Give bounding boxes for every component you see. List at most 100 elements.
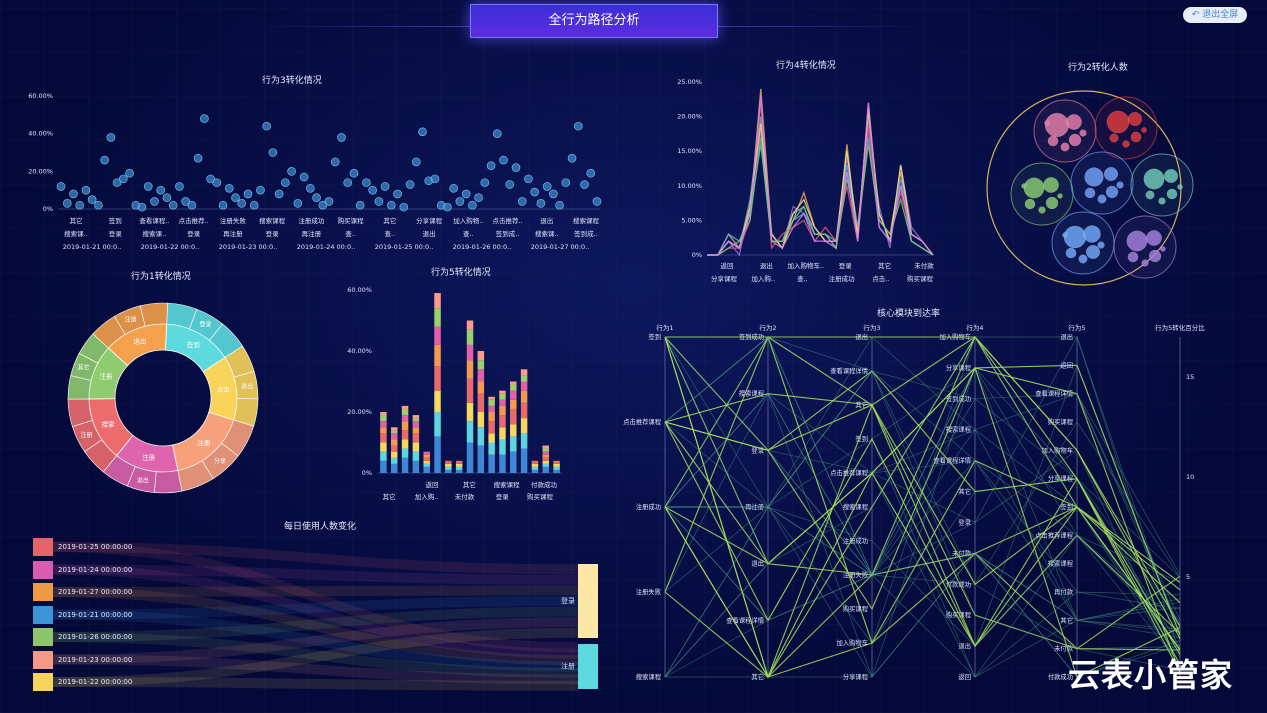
exit-fullscreen-button[interactable]: ↶ 退出全屏 <box>1183 7 1247 23</box>
behavior2-bubble <box>1146 230 1162 246</box>
core-category-label: 查看课程详情 <box>1035 389 1073 398</box>
behavior5-bar-segment <box>380 415 387 422</box>
behavior4-series-line <box>707 95 934 256</box>
daily-legend-label: 2019-01-27 00:00:00 <box>58 588 133 596</box>
behavior3-point <box>530 187 539 197</box>
behavior5-xlabel: 登录 <box>496 492 510 501</box>
behavior2-bubble <box>1127 251 1139 263</box>
behavior3-point <box>343 178 352 187</box>
behavior3-point <box>243 189 253 199</box>
core-path-line <box>664 336 1181 678</box>
daily-flow <box>53 585 578 597</box>
core-path-line <box>665 370 1181 621</box>
daily-legend-swatch <box>33 560 53 579</box>
behavior3-point <box>374 197 384 206</box>
behavior5-bar-segment <box>412 418 420 422</box>
behavior3-point <box>586 168 596 178</box>
behavior1-outer-label: 注册 <box>125 315 137 323</box>
core-path-line <box>665 472 1181 678</box>
behavior2-bubble <box>1127 111 1143 127</box>
behavior5-bar-segment <box>553 469 560 473</box>
behavior3-point <box>580 180 589 189</box>
core-path-line <box>664 336 1181 650</box>
behavior4-xlabel: 未付款 <box>914 261 934 270</box>
behavior5-ytick: 60.00% <box>347 286 372 294</box>
behavior3-xlabel: 查.. <box>345 229 356 238</box>
behavior3-point <box>380 182 390 191</box>
behavior3-xlabel: 分享课程 <box>416 216 443 225</box>
behavior3-ytick: 60.00% <box>28 92 53 100</box>
behavior4-xlabel: 查.. <box>797 274 808 283</box>
behavior5-bar-segment <box>466 402 474 422</box>
behavior5-bar-segment <box>401 415 409 422</box>
behavior4-ytick: 15.00% <box>677 147 702 155</box>
core-category-label: 注册失败 <box>636 587 662 596</box>
behavior1-inner-label: 注册 <box>142 452 156 461</box>
behavior5-xlabel: 其它 <box>463 480 476 489</box>
core-path-line <box>664 336 1181 665</box>
behavior3-point <box>175 182 184 191</box>
behavior3-point <box>455 197 465 206</box>
daily-legend-swatch <box>33 538 53 556</box>
core-category-label: 搜索课程 <box>739 389 765 398</box>
behavior3-date-label: 2019-01-21 00:0.. <box>63 243 122 251</box>
behavior3-point <box>193 153 203 163</box>
core-category-label: 点击推荐课程 <box>1035 530 1073 539</box>
behavior2-bubble <box>1177 184 1183 190</box>
behavior1-inner-label: 签到 <box>187 340 200 349</box>
behavior1-inner-label: 搜索 <box>102 420 116 429</box>
behavior5-bar-segment <box>434 436 441 473</box>
behavior5-bar-segment <box>390 463 398 473</box>
behavior5-bar-segment <box>423 457 430 461</box>
behavior5-bar-segment <box>477 412 485 428</box>
daily-flow <box>53 617 578 665</box>
behavior5-bar-segment <box>380 460 387 473</box>
daily-flow <box>53 627 578 687</box>
behavior3-ytick: 40.00% <box>28 130 53 138</box>
behavior3-ytick: 0% <box>43 205 53 213</box>
daily-legend-swatch <box>33 673 53 691</box>
behavior2-bubble <box>1084 187 1096 199</box>
behavior2-bubble <box>1021 183 1027 189</box>
core-axis-name: 行为2 <box>759 323 776 332</box>
behavior5-bar-segment <box>488 433 495 443</box>
behavior4-title: 行为4转化情况 <box>776 61 836 71</box>
behavior3-point <box>137 202 147 212</box>
behavior2-bubble <box>1063 225 1087 249</box>
behavior5-bar-segment <box>531 466 539 470</box>
behavior2-bubble <box>1130 131 1142 143</box>
behavior5-bar-segment <box>542 466 550 473</box>
behavior3-point <box>162 193 172 202</box>
core-path-line <box>664 367 1181 625</box>
behavior3-xlabel: 搜索课.. <box>535 229 559 238</box>
core-path-line <box>664 471 1181 678</box>
behavior3-point <box>299 172 309 182</box>
behavior5-bar-segment <box>499 415 506 428</box>
behavior5-bar-segment <box>488 405 495 412</box>
behavior3-xlabel: 再注册 <box>223 229 243 238</box>
behavior5-bar-segment <box>553 466 560 470</box>
behavior3-date-label: 2019-01-23 00:0.. <box>219 243 278 251</box>
behavior3-point <box>567 153 577 163</box>
behavior2-bubble <box>1068 133 1082 147</box>
core-path-line <box>664 336 1181 678</box>
behavior1-inner-label: 注册 <box>100 371 114 380</box>
core-axis-name: 行为5转化百分比 <box>1155 323 1205 332</box>
daily-target-label: 注册 <box>561 662 575 671</box>
behavior3-ytick: 20.00% <box>28 167 53 175</box>
behavior3-point <box>486 161 496 170</box>
behavior3-point <box>337 133 346 142</box>
daily-flow <box>53 587 578 666</box>
daily-legend-swatch <box>33 583 53 601</box>
behavior4-xlabel: 分享课程 <box>711 274 738 283</box>
daily-flow <box>53 654 578 685</box>
core-path-line <box>664 336 1181 583</box>
behavior5-bar-segment <box>445 469 452 473</box>
behavior5-bar-segment <box>434 390 441 412</box>
daily-legend-item: 2019-01-23 00:00:00 <box>33 650 132 669</box>
behavior3-point <box>281 178 290 187</box>
behavior5-bar-segment <box>380 451 387 461</box>
core-tick-label: 10 <box>1186 473 1194 481</box>
behavior5-bar-segment <box>542 463 550 467</box>
